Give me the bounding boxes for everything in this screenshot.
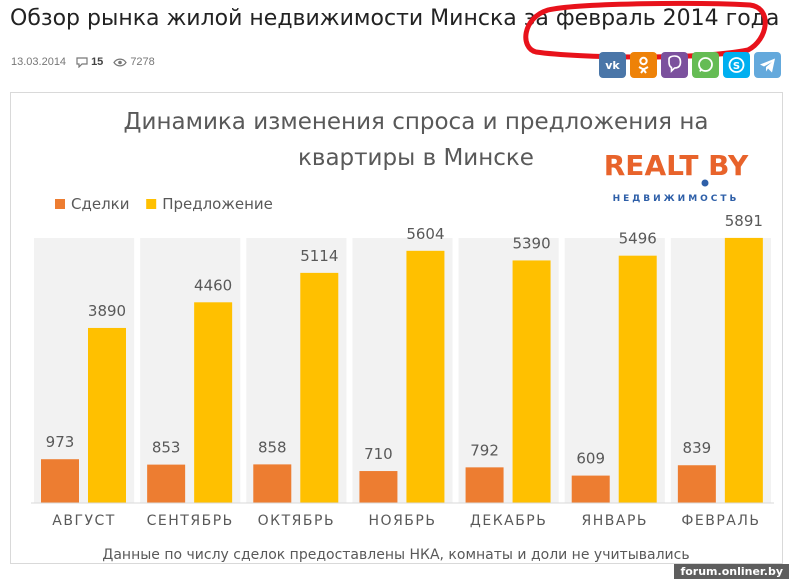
bar-deals: [677, 465, 716, 503]
data-label: 5891: [725, 212, 763, 230]
viber-share-button[interactable]: [661, 52, 688, 78]
chart-title-line: Динамика изменения спроса и предложения …: [124, 109, 709, 135]
realt-logo-dot: [701, 179, 709, 187]
bar-supply: [406, 250, 445, 503]
data-label: 5390: [512, 234, 550, 252]
legend-swatch-1: [55, 199, 65, 209]
data-label: 710: [364, 445, 393, 463]
data-label: 853: [152, 439, 181, 457]
x-tick-label: ЯНВАРЬ: [582, 513, 648, 529]
article-meta: 13.03.2014 15 7278: [11, 56, 155, 68]
legend-label-2: Предложение: [162, 195, 273, 213]
bar-deals: [41, 459, 79, 503]
x-tick-label: ОКТЯБРЬ: [258, 513, 335, 529]
x-tick-label: ФЕВРАЛЬ: [681, 513, 760, 529]
data-label: 5114: [300, 247, 338, 265]
skype-share-button[interactable]: S: [723, 52, 750, 78]
legend-label-1: Сделки: [71, 195, 129, 213]
comment-icon: [76, 56, 88, 68]
data-label: 5604: [406, 225, 444, 243]
publish-date: 13.03.2014: [11, 56, 67, 68]
realt-logo-text: REALT BY: [604, 149, 749, 182]
chart-title-line: квартиры в Минске: [298, 145, 534, 171]
data-label: 4460: [194, 276, 232, 294]
data-label: 858: [258, 438, 287, 456]
data-label: 973: [46, 433, 75, 451]
x-tick-label: НОЯБРЬ: [369, 513, 437, 529]
whatsapp-share-button[interactable]: [692, 52, 719, 78]
bar-supply: [724, 237, 763, 503]
ok-share-button[interactable]: [630, 52, 657, 78]
comments-count: 15: [91, 56, 104, 68]
x-tick-label: ДЕКАБРЬ: [470, 513, 547, 529]
bar-supply: [194, 302, 233, 503]
bar-deals: [571, 475, 610, 503]
views-count: 7278: [130, 56, 155, 68]
svg-text:S: S: [733, 61, 740, 72]
svg-text:vk: vk: [605, 59, 620, 72]
vk-icon: vk: [605, 59, 620, 72]
data-label: 792: [470, 441, 499, 459]
article-title: Обзор рынка жилой недвижимости Минска за…: [10, 6, 780, 31]
watermark: forum.onliner.by: [674, 564, 789, 579]
data-label: 609: [576, 450, 605, 468]
bar-supply: [512, 260, 551, 503]
views: 7278: [113, 56, 155, 68]
eye-icon: [113, 58, 128, 66]
x-tick-label: СЕНТЯБРЬ: [147, 513, 234, 529]
comments-link[interactable]: 15: [76, 56, 103, 68]
legend-swatch-2: [146, 199, 157, 209]
x-tick-label: АВГУСТ: [52, 513, 116, 529]
hand-drawn-circle-annotation: [523, 0, 768, 60]
share-buttons: vk S: [599, 52, 781, 78]
chart-frame: Динамика изменения спроса и предложения …: [10, 92, 783, 564]
bar-supply: [88, 327, 126, 503]
vk-share-button[interactable]: vk: [599, 52, 626, 78]
realt-logo-subtitle: НЕДВИЖИМОСТЬ: [613, 194, 740, 204]
skype-icon: S: [728, 57, 745, 73]
bar-chart: Динамика изменения спроса и предложения …: [31, 109, 774, 563]
data-label: 5496: [619, 230, 657, 248]
telegram-icon: [760, 58, 775, 73]
data-label: 839: [683, 439, 712, 457]
bar-deals: [465, 467, 504, 503]
chart-footnote: Данные по числу сделок предоставлены НКА…: [102, 547, 689, 563]
bar-supply: [618, 255, 657, 503]
bar-supply: [300, 272, 339, 503]
bar-deals: [359, 471, 398, 503]
whatsapp-icon: [698, 57, 713, 72]
odnoklassniki-icon: [638, 56, 649, 74]
viber-icon: [668, 55, 682, 73]
data-label: 3890: [88, 302, 126, 320]
telegram-share-button[interactable]: [754, 52, 781, 78]
bar-deals: [253, 464, 292, 503]
bar-deals: [147, 464, 186, 503]
